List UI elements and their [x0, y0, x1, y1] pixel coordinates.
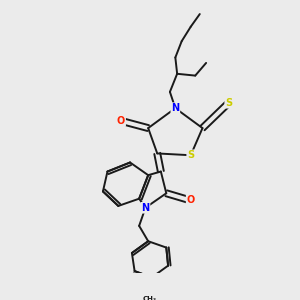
Text: S: S — [187, 150, 194, 160]
Text: O: O — [117, 116, 125, 126]
Text: N: N — [141, 203, 149, 213]
Text: CH₃: CH₃ — [143, 296, 157, 300]
Text: O: O — [187, 196, 195, 206]
Text: S: S — [225, 98, 232, 108]
Text: N: N — [171, 103, 179, 113]
